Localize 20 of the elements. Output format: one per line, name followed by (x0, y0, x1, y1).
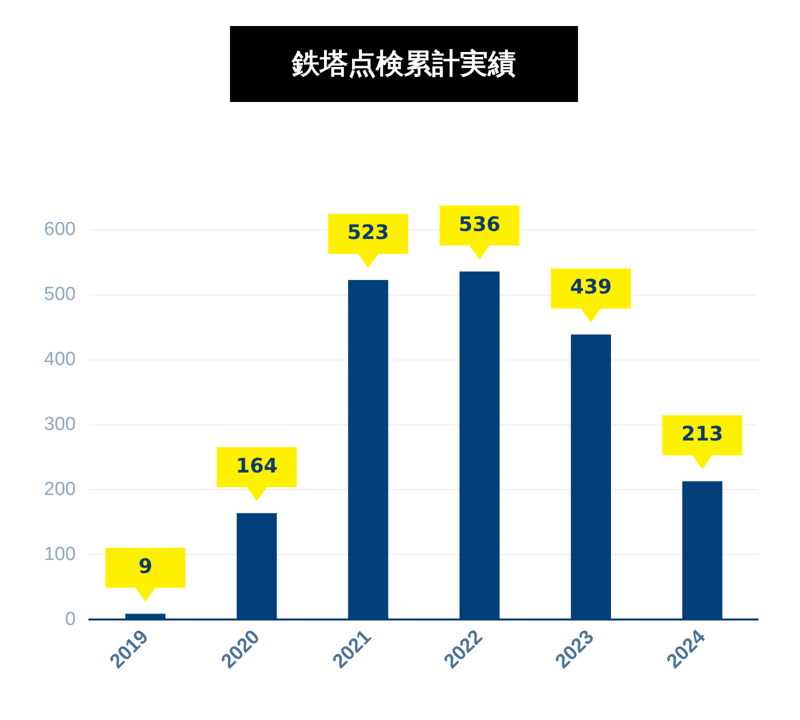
bar (348, 280, 388, 620)
bar (125, 614, 166, 620)
data-label: 536 (458, 212, 500, 236)
data-label: 523 (347, 220, 390, 244)
data-label: 164 (236, 453, 278, 478)
y-tick-label: 500 (44, 284, 76, 306)
bar (236, 513, 277, 620)
y-tick-label: 600 (44, 219, 76, 240)
data-label: 213 (681, 421, 724, 446)
chart-title: 鉄塔点検累計実績 (230, 26, 578, 102)
y-tick-label: 400 (44, 349, 76, 370)
data-label: 9 (138, 554, 152, 578)
bar (570, 334, 611, 620)
y-tick-label: 200 (44, 478, 76, 500)
y-tick-label: 0 (65, 608, 76, 630)
bar (459, 272, 500, 620)
data-label: 439 (570, 274, 612, 299)
y-tick-label: 300 (44, 414, 76, 436)
y-tick-label: 100 (44, 544, 76, 565)
bar (682, 481, 722, 620)
